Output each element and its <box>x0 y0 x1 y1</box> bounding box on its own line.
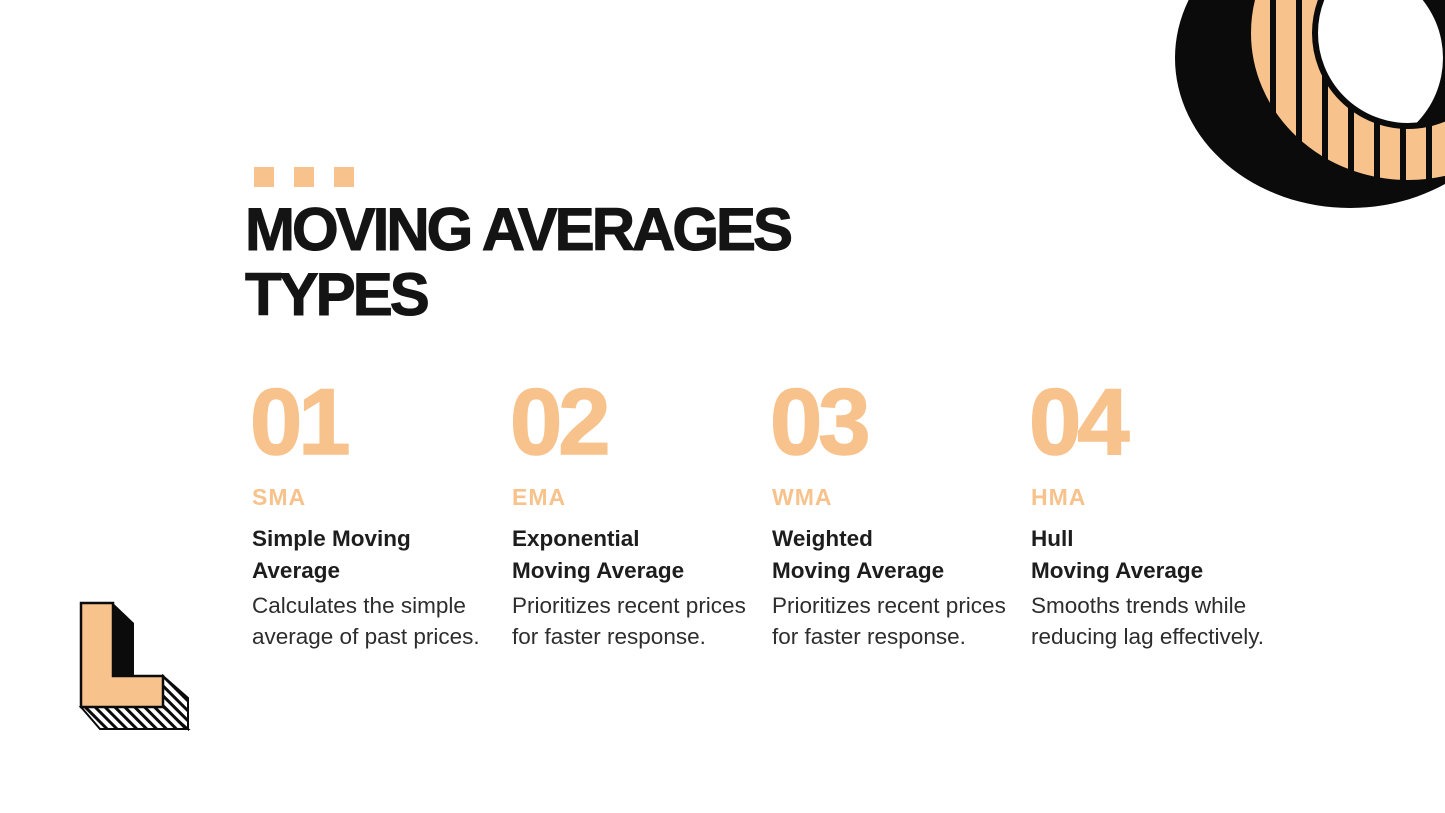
accent-square <box>294 167 314 187</box>
ma-type-column-hma: 04 HMA Hull Moving Average Smooths trend… <box>1028 369 1297 675</box>
item-name: Exponential Moving Average <box>512 526 685 583</box>
page-title: MOVING AVERAGES TYPES <box>244 196 793 328</box>
ma-type-column-wma: 03 WMA Weighted Moving Average Prioritiz… <box>769 369 1038 675</box>
item-abbreviation: WMA <box>772 484 833 510</box>
ma-type-column-ema: 02 EMA Exponential Moving Average Priori… <box>509 369 778 675</box>
accent-square <box>254 167 274 187</box>
item-number: 03 <box>769 369 871 474</box>
page-title-line2: TYPES <box>244 261 430 328</box>
item-description: Smooths trends while reducing lag effect… <box>1031 593 1265 649</box>
ma-type-column-sma: 01 SMA Simple Moving Average Calculates … <box>249 369 518 675</box>
item-name: Simple Moving Average <box>252 526 411 583</box>
item-description: Prioritizes recent prices for faster res… <box>512 593 746 649</box>
item-abbreviation: HMA <box>1031 484 1087 510</box>
item-number: 02 <box>509 369 611 474</box>
page-title-line1: MOVING AVERAGES <box>244 196 793 263</box>
item-abbreviation: EMA <box>512 484 567 510</box>
extruded-letter-l-decoration <box>78 601 191 732</box>
striped-o-shape <box>1244 0 1445 186</box>
item-name: Weighted Moving Average <box>772 526 945 583</box>
item-description: Prioritizes recent prices for faster res… <box>772 593 1006 649</box>
item-description: Calculates the simple average of past pr… <box>252 593 480 649</box>
item-number: 01 <box>249 369 351 474</box>
striped-letter-o-decoration <box>1175 0 1445 208</box>
item-number: 04 <box>1028 369 1130 474</box>
item-name: Hull Moving Average <box>1031 526 1204 583</box>
accent-square <box>334 167 354 187</box>
item-abbreviation: SMA <box>252 484 307 510</box>
accent-squares <box>254 167 354 187</box>
l-black-extrusion <box>113 603 134 676</box>
